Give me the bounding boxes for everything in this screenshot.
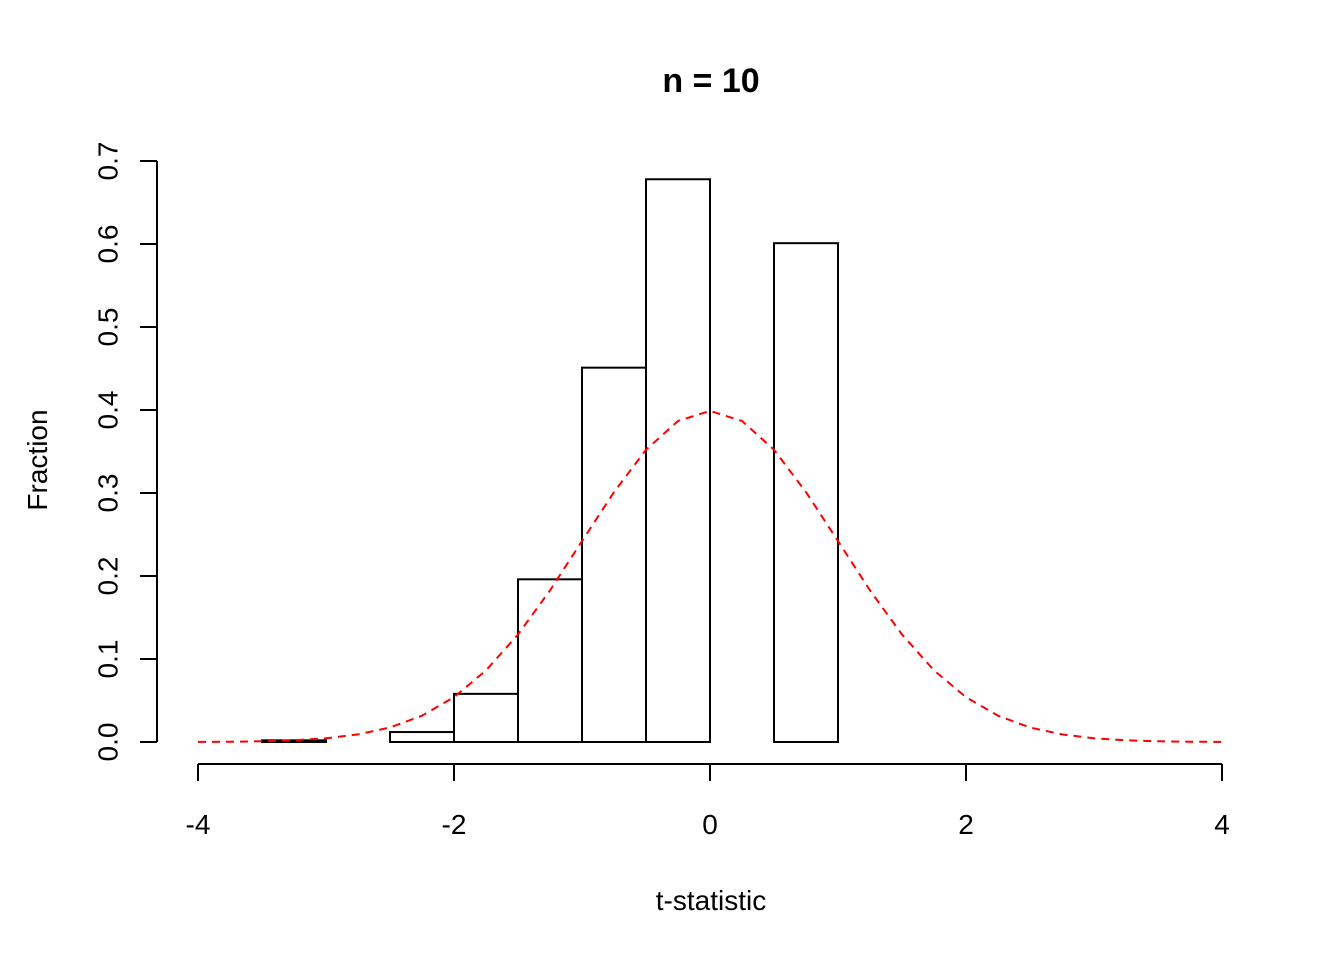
histogram-bar xyxy=(581,366,647,743)
chart-title: n = 10 xyxy=(662,62,759,100)
y-tick-label: 0.1 xyxy=(92,640,123,679)
histogram-bars xyxy=(261,178,839,744)
y-tick-label: 0.3 xyxy=(92,474,123,513)
x-axis: -4 -2 0 2 4 xyxy=(186,763,1230,840)
y-tick-label: 0.4 xyxy=(92,391,123,430)
y-tick-label: 0.2 xyxy=(92,557,123,596)
y-axis-label: Fraction xyxy=(22,409,53,510)
histogram-bar xyxy=(517,578,583,743)
y-tick-label: 0.5 xyxy=(92,308,123,347)
x-axis-label: t-statistic xyxy=(656,885,766,916)
histogram-bar xyxy=(389,731,455,743)
histogram-bar xyxy=(453,692,519,743)
x-tick-label: 0 xyxy=(702,809,718,840)
x-tick-label: -2 xyxy=(442,809,467,840)
y-tick-label: 0.7 xyxy=(92,142,123,181)
normal-density-curve xyxy=(197,409,1223,743)
x-tick-label: -4 xyxy=(186,809,211,840)
x-tick-label: 4 xyxy=(1214,809,1230,840)
y-tick-label: 0.0 xyxy=(92,723,123,762)
x-tick-label: 2 xyxy=(958,809,974,840)
histogram-bar xyxy=(645,178,711,743)
y-axis: 0.0 0.1 0.2 0.3 0.4 0.5 0.6 0.7 xyxy=(92,142,158,762)
y-tick-label: 0.6 xyxy=(92,225,123,264)
histogram-bar xyxy=(261,739,327,744)
